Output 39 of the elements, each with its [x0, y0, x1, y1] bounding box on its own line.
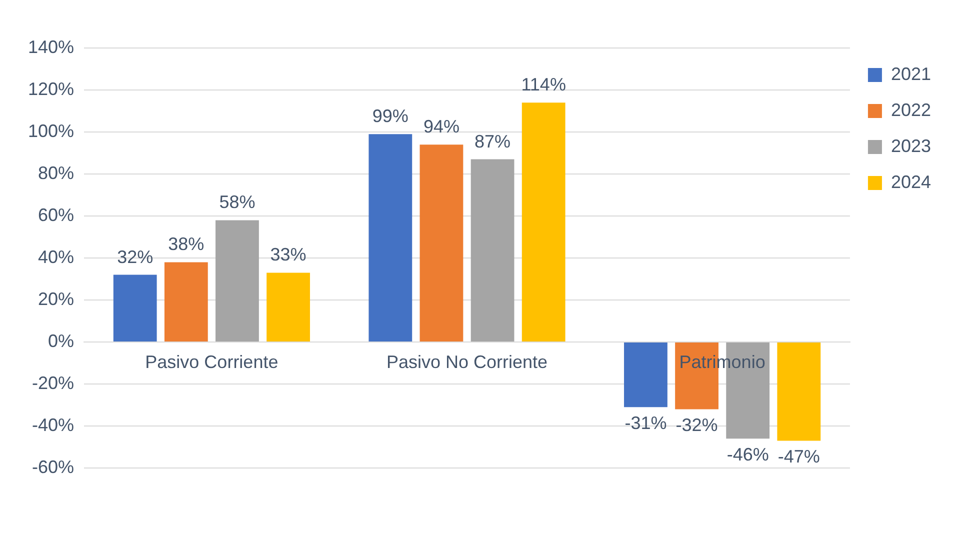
- legend-label: 2022: [890, 100, 932, 120]
- y-tick-label: 80%: [38, 162, 74, 183]
- bar: [777, 342, 821, 441]
- data-label: 58%: [219, 192, 256, 212]
- bar: [113, 274, 157, 342]
- legend-label: 2024: [890, 172, 932, 192]
- data-label: -47%: [778, 446, 820, 467]
- legend-label: 2021: [890, 64, 932, 84]
- x-tick-label: Pasivo Corriente: [145, 352, 278, 372]
- y-tick-label: -20%: [32, 372, 74, 393]
- y-tick-label: -60%: [32, 456, 74, 477]
- bar: [164, 262, 208, 342]
- bar: [624, 342, 668, 408]
- bar: [522, 102, 566, 342]
- x-tick-label: Pasivo No Corriente: [386, 352, 548, 372]
- y-tick-label: 20%: [38, 288, 74, 309]
- data-label: -46%: [726, 444, 769, 465]
- y-tick-label: 40%: [38, 246, 74, 267]
- y-tick-label: 140%: [28, 36, 74, 57]
- data-label: -32%: [676, 415, 718, 436]
- data-label: 114%: [521, 74, 566, 95]
- data-label: 33%: [270, 244, 306, 265]
- data-label: 32%: [117, 246, 154, 267]
- data-label: 38%: [168, 234, 204, 254]
- data-label: 99%: [372, 106, 408, 126]
- data-label: -31%: [624, 413, 667, 434]
- y-tick-label: 60%: [38, 204, 74, 225]
- y-tick-label: 100%: [28, 120, 74, 141]
- bar: [470, 159, 514, 342]
- y-tick-label: 120%: [28, 78, 74, 99]
- legend-label: 2023: [890, 136, 932, 156]
- y-tick-label: 0%: [48, 330, 74, 351]
- data-label: 94%: [423, 116, 460, 137]
- y-tick-label: -40%: [32, 414, 74, 435]
- bar: [216, 220, 259, 342]
- bar: [266, 272, 310, 342]
- bar: [420, 144, 464, 342]
- data-label: 87%: [474, 131, 511, 152]
- bar: [368, 134, 412, 342]
